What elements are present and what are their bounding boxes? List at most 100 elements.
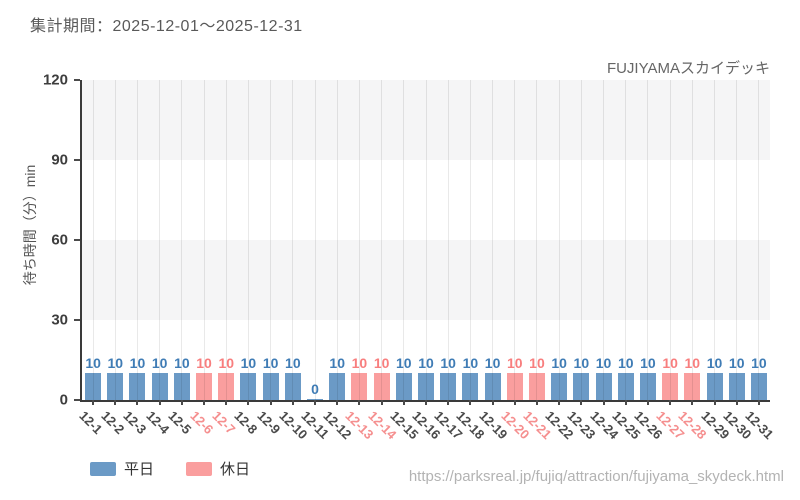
bar-value-label: 10 bbox=[396, 355, 412, 372]
y-tick-mark bbox=[74, 399, 80, 401]
bar bbox=[639, 373, 656, 400]
gridline bbox=[447, 80, 449, 400]
x-tick bbox=[602, 400, 605, 405]
gridline bbox=[691, 80, 693, 400]
weekday-color-swatch bbox=[90, 461, 116, 476]
bar bbox=[506, 373, 523, 400]
x-tick bbox=[535, 400, 538, 405]
aggregation-period-title: 集計期間：2025-12-01～2025-12-31 bbox=[30, 18, 303, 35]
bar bbox=[262, 373, 279, 400]
bar-value-label: 10 bbox=[617, 355, 634, 372]
gridline bbox=[669, 80, 671, 400]
bar bbox=[307, 398, 324, 400]
gridline bbox=[603, 80, 605, 400]
bar-value-label: 10 bbox=[329, 355, 345, 372]
bar-value-label: 10 bbox=[85, 355, 101, 372]
x-tick bbox=[225, 400, 228, 405]
bar-value-label: 10 bbox=[484, 355, 501, 372]
bar bbox=[728, 373, 745, 400]
y-tick-mark bbox=[74, 159, 80, 161]
chart-title: FUJIYAMAスカイデッキ bbox=[606, 60, 770, 77]
x-tick bbox=[402, 400, 405, 405]
bar bbox=[595, 373, 612, 400]
x-tick-label: 12-8 bbox=[231, 408, 261, 438]
bar bbox=[706, 373, 723, 400]
y-axis: 0 30 60 90 120 bbox=[0, 72, 80, 409]
x-tick bbox=[558, 400, 561, 405]
bar-value-label: 10 bbox=[640, 355, 656, 372]
x-tick bbox=[646, 400, 649, 405]
x-tick bbox=[291, 400, 294, 405]
bar bbox=[351, 373, 368, 400]
bar-value-label: 10 bbox=[684, 355, 701, 372]
bar bbox=[418, 373, 434, 400]
source-url: https://parksreal.jp/fujiq/attraction/fu… bbox=[408, 468, 784, 485]
gridline bbox=[625, 80, 627, 400]
bar-value-label: 10 bbox=[107, 355, 124, 372]
gridline bbox=[714, 80, 716, 400]
x-tick bbox=[469, 400, 472, 405]
bar bbox=[462, 373, 479, 400]
bar bbox=[85, 373, 102, 400]
bar bbox=[684, 373, 701, 400]
y-tick-mark bbox=[74, 79, 80, 81]
gridline bbox=[159, 80, 161, 400]
gridline bbox=[580, 80, 582, 400]
bar-value-label: 10 bbox=[728, 355, 745, 372]
x-tick bbox=[92, 400, 95, 405]
bar-value-label: 10 bbox=[351, 355, 368, 372]
bar-value-label: 10 bbox=[595, 355, 612, 372]
gridline bbox=[314, 80, 316, 400]
x-tick bbox=[713, 400, 716, 405]
gridline bbox=[292, 80, 294, 400]
bar bbox=[129, 373, 146, 400]
gridline bbox=[181, 80, 183, 400]
gridline bbox=[136, 80, 138, 400]
bar-value-label: 10 bbox=[285, 355, 301, 372]
bar-value-label: 10 bbox=[706, 355, 723, 372]
bar-value-label: 10 bbox=[529, 355, 545, 372]
gridline bbox=[736, 80, 738, 400]
x-tick-label: 12-9 bbox=[254, 408, 284, 438]
x-tick bbox=[180, 400, 183, 405]
x-tick bbox=[447, 400, 450, 405]
x-tick bbox=[358, 400, 361, 405]
bar-value-label: 10 bbox=[751, 355, 767, 372]
x-tick-label: 12-6 bbox=[187, 408, 217, 438]
plot-area: 10 12-1 10 12-2 10 12-3 10 12-4 10 12-5 10 12-6 10 12… bbox=[76, 80, 776, 442]
bar bbox=[107, 373, 124, 400]
y-tick-label: 120 bbox=[42, 71, 68, 89]
legend-label-holiday: 休日 bbox=[220, 461, 251, 478]
y-tick-label: 60 bbox=[51, 231, 68, 249]
bar-value-label: 10 bbox=[573, 355, 590, 372]
bar-value-label: 10 bbox=[218, 355, 235, 372]
gridline bbox=[114, 80, 116, 400]
bar-value-label: 10 bbox=[551, 355, 567, 372]
gridline bbox=[225, 80, 227, 400]
x-tick-label: 12-1 bbox=[76, 408, 106, 438]
bar bbox=[440, 373, 457, 400]
bar-value-label: 0 bbox=[311, 380, 319, 397]
bar bbox=[196, 373, 213, 400]
x-tick bbox=[425, 400, 427, 405]
holiday-color-swatch bbox=[186, 461, 213, 476]
x-tick bbox=[203, 400, 206, 405]
x-tick bbox=[513, 400, 516, 405]
gridline bbox=[758, 80, 760, 400]
gridline bbox=[92, 80, 94, 400]
bar bbox=[395, 373, 412, 400]
x-tick bbox=[580, 400, 583, 405]
gridline bbox=[558, 80, 560, 400]
bar-value-label: 10 bbox=[662, 355, 678, 372]
bar-value-label: 10 bbox=[196, 355, 212, 372]
gridline bbox=[469, 80, 471, 400]
bar bbox=[373, 373, 390, 400]
bar-value-label: 10 bbox=[462, 355, 479, 372]
x-tick bbox=[158, 400, 161, 405]
x-tick bbox=[114, 400, 117, 405]
x-tick-label: 12-5 bbox=[165, 408, 195, 438]
bar-value-label: 10 bbox=[373, 355, 390, 372]
gridline bbox=[536, 80, 538, 400]
bar bbox=[573, 373, 590, 400]
legend-item-holiday: 休日 bbox=[186, 458, 250, 479]
